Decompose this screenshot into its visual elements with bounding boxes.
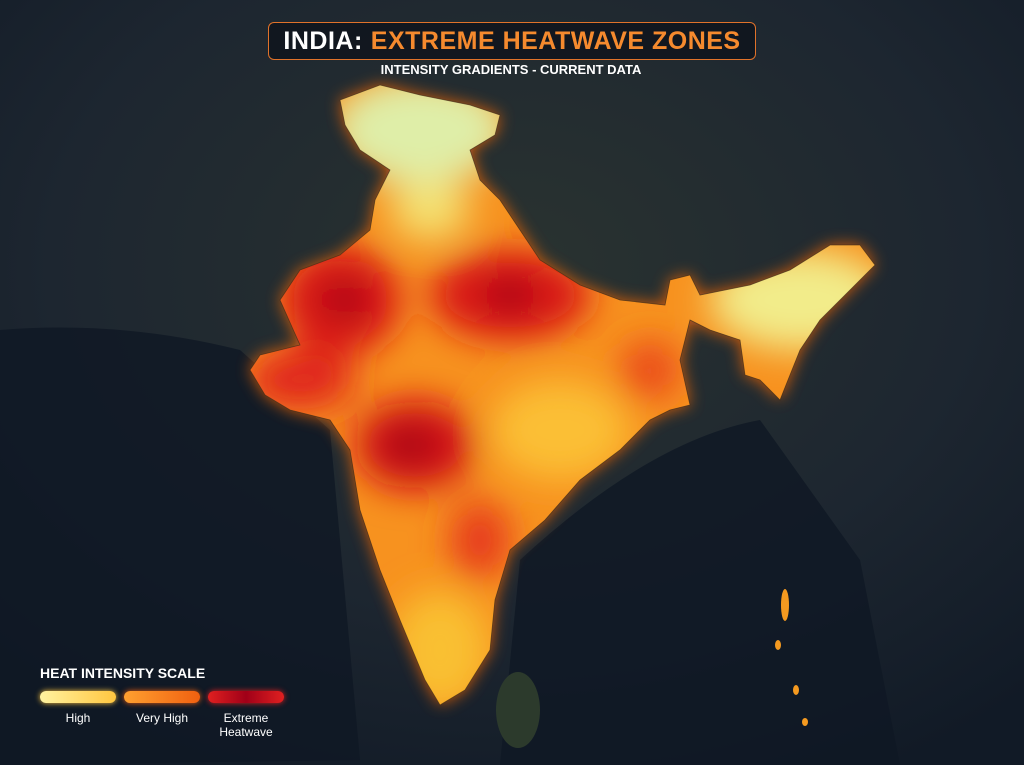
legend-label: High [65,711,91,725]
legend-item: High [40,691,116,739]
island [781,589,789,621]
legend-item: Very High [124,691,200,739]
sri-lanka [496,672,540,748]
islands [775,589,808,726]
legend-title: HEAT INTENSITY SCALE [40,665,206,681]
legend-label: Very High [135,711,189,725]
subtitle: INTENSITY GRADIENTS - CURRENT DATA [380,62,642,77]
title-prefix: INDIA: [283,26,363,55]
swatch [208,691,284,703]
ocean [0,327,900,765]
legend-items: High Very High Extreme Heatwave [40,691,284,739]
island [793,685,799,695]
title: EXTREME HEATWAVE ZONES [370,26,741,55]
swatch [124,691,200,703]
island [775,640,781,650]
legend: HEAT INTENSITY SCALE High Very High Extr… [40,665,284,739]
island [802,718,808,726]
legend-label: Extreme Heatwave [219,711,273,739]
title-box: INDIA: EXTREME HEATWAVE ZONES [268,22,756,60]
legend-item: Extreme Heatwave [208,691,284,739]
swatch [40,691,116,703]
